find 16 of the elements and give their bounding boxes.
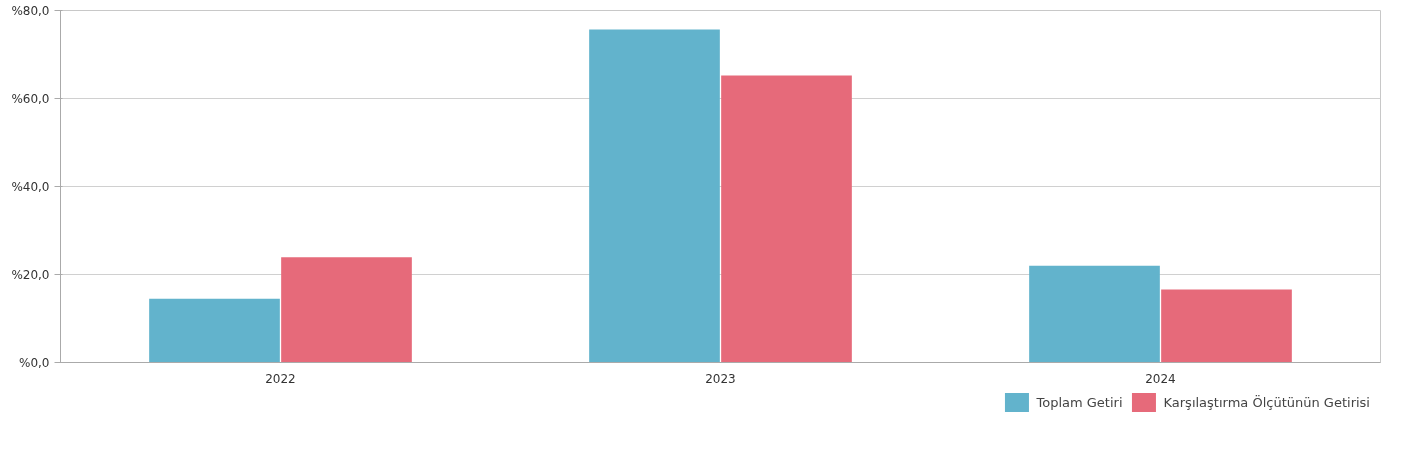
y-tick-label: %80,0 <box>11 3 50 18</box>
x-tick-label: 2023 <box>705 371 736 386</box>
bar <box>149 298 280 363</box>
bar <box>1161 289 1292 363</box>
y-tick-label: %20,0 <box>11 267 50 282</box>
legend-label: Karşılaştırma Ölçütünün Getirisi <box>1163 394 1370 410</box>
bar <box>589 29 720 363</box>
y-tick-label: %40,0 <box>11 179 50 194</box>
legend-label: Toplam Getiri <box>1036 394 1123 410</box>
y-tick-label: %60,0 <box>11 91 50 106</box>
x-tick-label: 2024 <box>1145 371 1176 386</box>
bar <box>1029 265 1160 363</box>
bar <box>721 75 852 363</box>
bar <box>281 257 412 363</box>
y-tick-label: %0,0 <box>19 355 50 370</box>
x-tick-label: 2022 <box>265 371 296 386</box>
